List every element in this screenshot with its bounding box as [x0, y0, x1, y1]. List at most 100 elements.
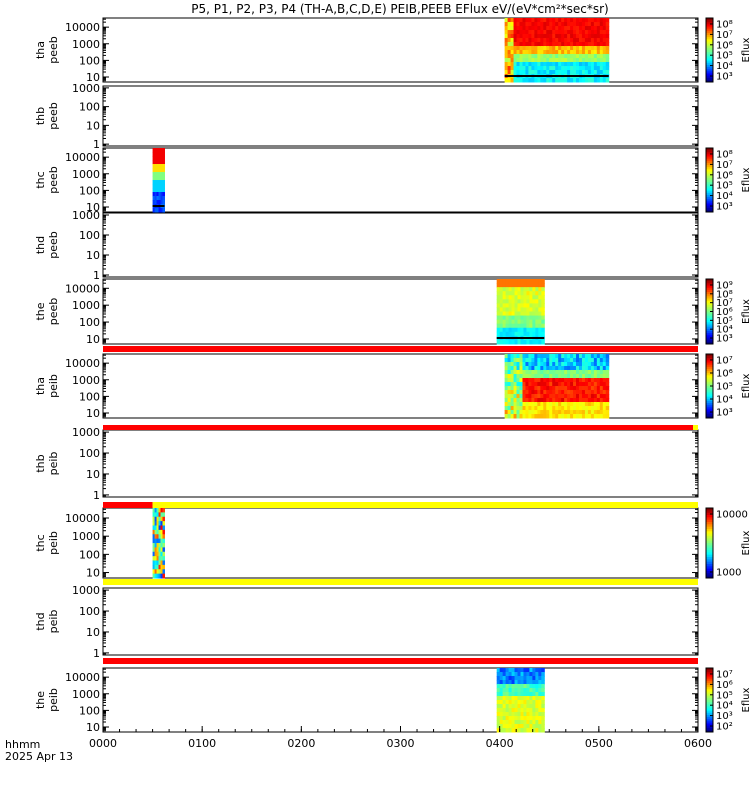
spectrogram-cell	[573, 54, 577, 59]
spectrogram-cell	[555, 406, 559, 411]
spectrogram-cell	[599, 78, 604, 83]
spectrogram-cell	[513, 402, 518, 407]
spectrogram-cell	[508, 728, 513, 733]
spectrogram-cell	[538, 307, 542, 312]
spectrogram-cell	[540, 394, 544, 399]
spectrogram-cell	[564, 358, 568, 363]
spectrogram-cell	[162, 569, 165, 575]
spectrogram-cell	[528, 410, 532, 415]
spectrogram-cell	[605, 370, 610, 375]
spectrogram-cell	[602, 26, 607, 31]
colorbar-swatch	[706, 180, 713, 183]
spectrogram-cell	[535, 291, 539, 296]
spectrogram-cell	[593, 62, 598, 67]
colorbar-swatch	[706, 515, 713, 518]
y-tick-label: 1000	[72, 82, 100, 95]
spectrogram-cell	[522, 370, 526, 375]
spectrogram-cell	[523, 668, 527, 673]
spectrogram-cell	[567, 38, 571, 43]
spectrogram-cell	[552, 70, 556, 75]
spectrogram-cell	[587, 394, 592, 399]
spectrogram-cell	[528, 18, 532, 23]
spectrogram-cell	[510, 30, 515, 35]
spectrogram-cell	[593, 70, 598, 75]
spectrogram-cell	[531, 414, 535, 419]
spectrogram-cell	[573, 378, 577, 383]
spectrogram-cell	[496, 700, 501, 705]
colorbar-swatch	[706, 194, 713, 198]
spectrogram-cell	[154, 538, 158, 544]
spectrogram-cell	[507, 54, 512, 59]
spectrogram-cell	[535, 319, 539, 325]
spectrogram-cell	[570, 62, 574, 67]
spectrogram-cell	[576, 46, 580, 51]
spectrogram-cell	[156, 164, 160, 169]
spectrogram-cell	[590, 70, 595, 75]
spectrogram-cell	[535, 339, 539, 345]
spectrogram-cell	[528, 414, 532, 419]
spectrogram-cell	[160, 176, 163, 181]
spectrogram-cell	[526, 323, 530, 329]
spectrogram-cell	[529, 299, 533, 304]
spectrogram-cell	[590, 378, 595, 383]
spectrogram-cell	[593, 30, 598, 35]
colorbar-swatch	[706, 381, 713, 385]
spectrogram-cell	[508, 331, 513, 337]
y-tick-label: 1	[93, 647, 100, 660]
spectrogram-cell	[605, 38, 610, 43]
y-tick-label: 1000	[72, 168, 100, 181]
spectrogram-cell	[526, 672, 530, 677]
spectrogram-cell	[534, 414, 538, 419]
spectrogram-cell	[504, 378, 509, 383]
spectrogram-cell	[525, 358, 529, 363]
spectrogram-cell	[567, 366, 571, 371]
spectrogram-cell	[531, 354, 535, 359]
spectrogram-cell	[573, 58, 577, 63]
spectrogram-cell	[540, 362, 544, 367]
spectrogram-cell	[510, 26, 515, 31]
spectrogram-cell	[510, 66, 515, 71]
spectrogram-cell	[502, 708, 507, 713]
spectrogram-cell	[511, 323, 516, 329]
colorbar-swatch	[706, 708, 713, 712]
y-axis-label: tha	[34, 377, 47, 395]
spectrogram-cell	[513, 394, 518, 399]
colorbar-frame	[705, 147, 714, 213]
spectrogram-cell	[529, 295, 533, 300]
spectrogram-cell	[546, 26, 550, 31]
spectrogram-cell	[499, 307, 504, 312]
spectrogram-cell	[546, 38, 550, 43]
spectrogram-cell	[499, 708, 504, 713]
spectrogram-cell	[154, 508, 158, 513]
spectrogram-cell	[511, 700, 516, 705]
spectrogram-cell	[564, 54, 568, 59]
spectrogram-cell	[505, 724, 510, 729]
spectrogram-cell	[558, 70, 562, 75]
spectrogram-cell	[579, 354, 583, 359]
spectrogram-cell	[154, 172, 158, 177]
spectrogram-cell	[543, 394, 547, 399]
spectrogram-cell	[576, 382, 580, 387]
spectrogram-cell	[590, 62, 595, 67]
spectrogram-cell	[540, 18, 544, 23]
spectrogram-cell	[522, 358, 526, 363]
spectrogram-cell	[522, 46, 526, 51]
spectrogram-cell	[531, 358, 535, 363]
spectrogram-cell	[543, 18, 547, 23]
spectrogram-cell	[549, 66, 553, 71]
colorbar-swatch	[706, 700, 713, 703]
colorbar-swatch	[706, 670, 713, 673]
spectrogram-cell	[549, 390, 553, 395]
spectrogram-cell	[517, 692, 521, 697]
spectrogram-cell	[525, 366, 529, 371]
spectrogram-cell	[519, 370, 523, 375]
spectrogram-cell	[526, 724, 530, 729]
spectrogram-cell	[552, 414, 556, 419]
spectrogram-cell	[528, 362, 532, 367]
y-tick-label: 1000	[72, 38, 100, 51]
spectrogram-cell	[552, 358, 556, 363]
colorbar-tick-label: 10⁷	[716, 298, 733, 309]
spectrogram-cell	[549, 394, 553, 399]
